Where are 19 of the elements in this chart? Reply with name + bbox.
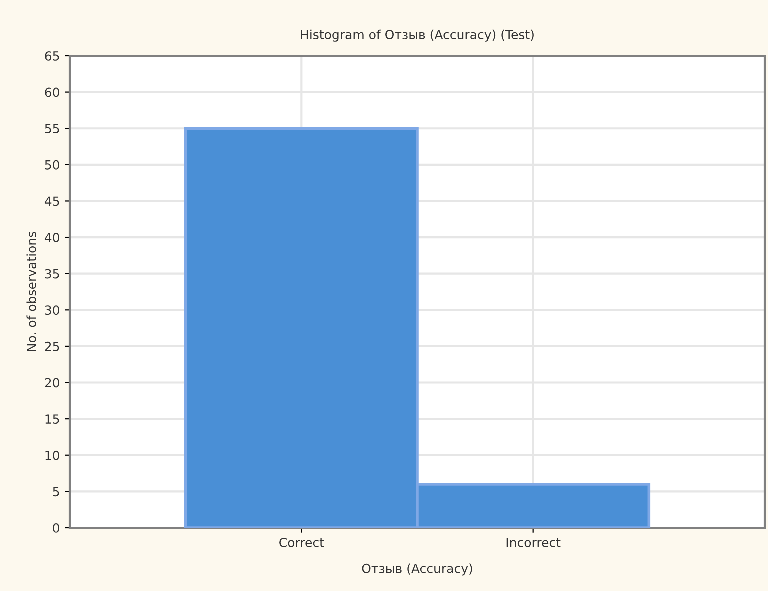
y-tick-label: 30: [45, 306, 60, 316]
y-tick-label: 55: [45, 124, 60, 134]
chart-title: Histogram of Отзыв (Accuracy) (Test): [301, 30, 534, 42]
x-axis-title: Отзыв (Accuracy): [362, 564, 472, 576]
y-tick-label: 65: [45, 51, 60, 61]
y-tick-label: 50: [45, 160, 60, 170]
y-tick-label: 0: [53, 523, 60, 533]
y-tick-label: 40: [44, 233, 60, 242]
x-tick-label: Correct: [280, 538, 324, 548]
y-tick-label: 35: [45, 269, 60, 279]
y-tick-label: 10: [46, 450, 60, 460]
y-axis-title: No. of observations: [26, 232, 36, 352]
y-tick-label: 45: [44, 196, 60, 206]
y-tick-label: 5: [53, 487, 60, 497]
y-tick-label: 60: [45, 88, 60, 98]
y-tick-label: 25: [45, 342, 60, 352]
y-tick-label: 20: [45, 378, 60, 388]
y-tick-label: 15: [46, 414, 60, 424]
x-tick-label: Incorrect: [506, 538, 561, 548]
